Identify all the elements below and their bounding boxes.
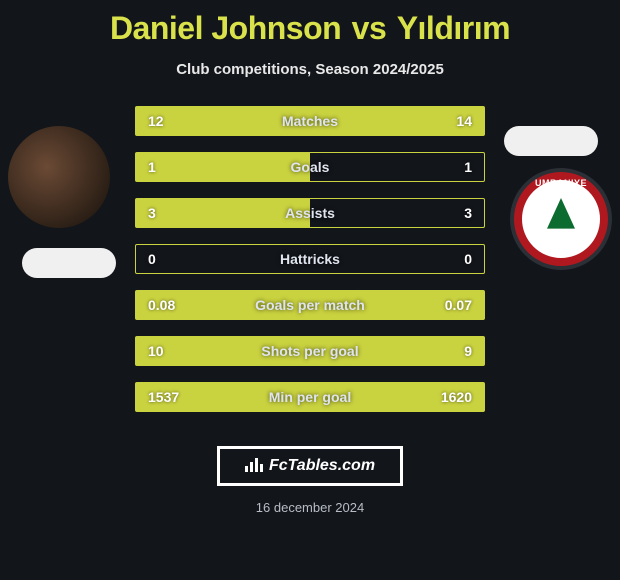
badge-club-text: UMRANIYE xyxy=(510,178,612,188)
stat-label: Hattricks xyxy=(136,251,484,267)
comparison-title: Daniel Johnson vs Yıldırım xyxy=(0,0,620,47)
watermark-text: FcTables.com xyxy=(269,457,375,475)
stat-label: Goals xyxy=(136,159,484,175)
player1-avatar xyxy=(8,126,110,228)
badge-ring xyxy=(514,172,608,266)
stat-label: Shots per goal xyxy=(136,343,484,359)
stat-row: 3Assists3 xyxy=(135,198,485,228)
stat-label: Matches xyxy=(136,113,484,129)
subtitle: Club competitions, Season 2024/2025 xyxy=(0,61,620,78)
stat-row: 12Matches14 xyxy=(135,106,485,136)
stat-label: Min per goal xyxy=(136,389,484,405)
barchart-icon xyxy=(245,456,263,477)
date-line: 16 december 2024 xyxy=(0,500,620,515)
stat-value-right: 0.07 xyxy=(445,297,472,313)
player2-club-badge: UMRANIYE xyxy=(510,168,612,270)
stat-row: 1537Min per goal1620 xyxy=(135,382,485,412)
stat-row: 0.08Goals per match0.07 xyxy=(135,290,485,320)
stat-row: 0Hattricks0 xyxy=(135,244,485,274)
fctables-watermark: FcTables.com xyxy=(217,446,403,486)
tree-icon xyxy=(547,198,575,234)
stats-table: 12Matches14 1Goals1 3Assists3 0Hattricks0 0.… xyxy=(135,106,485,412)
stat-label: Goals per match xyxy=(136,297,484,313)
stat-value-right: 0 xyxy=(464,251,472,267)
stat-value-right: 1620 xyxy=(441,389,472,405)
player2-flag xyxy=(504,126,598,156)
stat-value-right: 3 xyxy=(464,205,472,221)
vs-word: vs xyxy=(352,10,387,46)
stat-row: 10Shots per goal9 xyxy=(135,336,485,366)
player1-flag xyxy=(22,248,116,278)
stat-label: Assists xyxy=(136,205,484,221)
player-photo-placeholder xyxy=(8,126,110,228)
stat-row: 1Goals1 xyxy=(135,152,485,182)
stat-value-right: 14 xyxy=(456,113,472,129)
player2-name: Yıldırım xyxy=(397,10,510,46)
stat-value-right: 9 xyxy=(464,343,472,359)
stat-value-right: 1 xyxy=(464,159,472,175)
player1-name: Daniel Johnson xyxy=(110,10,341,46)
